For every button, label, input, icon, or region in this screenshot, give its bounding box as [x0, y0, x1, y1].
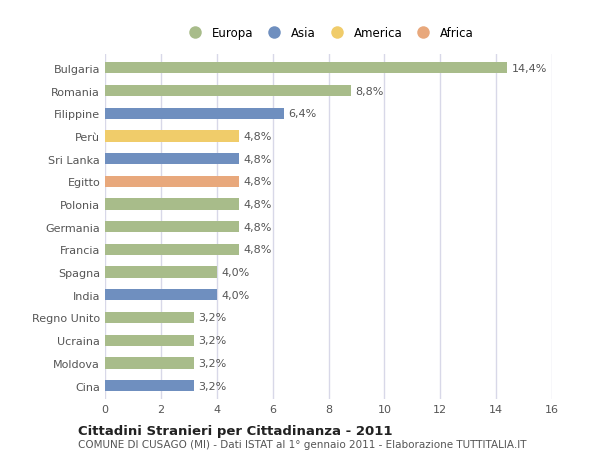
Text: 4,8%: 4,8% [243, 132, 272, 142]
Text: 8,8%: 8,8% [355, 86, 383, 96]
Text: 6,4%: 6,4% [288, 109, 316, 119]
Text: 3,2%: 3,2% [199, 313, 227, 323]
Text: 3,2%: 3,2% [199, 336, 227, 346]
Bar [105, 199, 239, 210]
Bar [105, 380, 194, 392]
Text: Cittadini Stranieri per Cittadinanza - 2011: Cittadini Stranieri per Cittadinanza - 2… [78, 424, 392, 437]
Bar [105, 312, 194, 324]
Text: 4,8%: 4,8% [243, 245, 272, 255]
Bar [105, 267, 217, 278]
Bar [105, 244, 239, 256]
Bar [105, 358, 194, 369]
Legend: Europa, Asia, America, Africa: Europa, Asia, America, Africa [180, 23, 477, 43]
Text: 4,0%: 4,0% [221, 290, 249, 300]
Bar [105, 335, 194, 346]
Text: 4,0%: 4,0% [221, 268, 249, 278]
Bar [105, 154, 239, 165]
Text: 3,2%: 3,2% [199, 358, 227, 368]
Bar [105, 290, 217, 301]
Bar [105, 222, 239, 233]
Text: 4,8%: 4,8% [243, 222, 272, 232]
Text: 4,8%: 4,8% [243, 177, 272, 187]
Text: 3,2%: 3,2% [199, 381, 227, 391]
Text: 4,8%: 4,8% [243, 200, 272, 210]
Bar [105, 131, 239, 142]
Text: 4,8%: 4,8% [243, 154, 272, 164]
Bar [105, 176, 239, 188]
Bar [105, 63, 508, 74]
Text: 14,4%: 14,4% [511, 64, 547, 73]
Bar [105, 108, 284, 120]
Bar [105, 86, 351, 97]
Text: COMUNE DI CUSAGO (MI) - Dati ISTAT al 1° gennaio 2011 - Elaborazione TUTTITALIA.: COMUNE DI CUSAGO (MI) - Dati ISTAT al 1°… [78, 440, 527, 449]
